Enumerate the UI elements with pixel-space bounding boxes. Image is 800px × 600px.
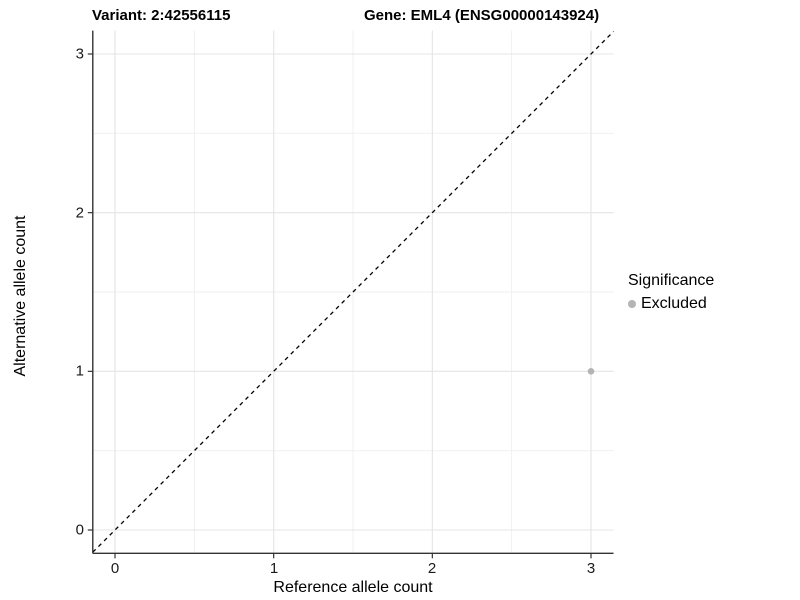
y-tick-label: 2 bbox=[75, 204, 84, 222]
data-point bbox=[587, 368, 595, 375]
legend-item-excluded: Excluded bbox=[628, 294, 714, 313]
y-tick-label: 3 bbox=[75, 45, 84, 63]
y-axis-title: Alternative allele count bbox=[12, 215, 29, 377]
legend: Significance Excluded bbox=[628, 271, 714, 313]
identity-line bbox=[92, 31, 614, 553]
x-tick-label: 3 bbox=[586, 560, 596, 577]
legend-title: Significance bbox=[628, 272, 715, 289]
excluded-dot-icon bbox=[628, 299, 636, 308]
x-axis-title: Reference allele count bbox=[273, 579, 433, 596]
x-tick-label: 2 bbox=[427, 560, 437, 577]
gene-title: Gene: EML4 (ENSG00000143924) bbox=[364, 7, 600, 24]
y-tick-label: 1 bbox=[75, 362, 84, 380]
x-tick-label: 1 bbox=[269, 560, 279, 577]
y-tick-label: 0 bbox=[75, 521, 84, 539]
variant-title: Variant: 2:42556115 bbox=[92, 7, 231, 24]
x-tick-label: 0 bbox=[110, 560, 120, 577]
legend-item-label: Excluded bbox=[641, 295, 707, 313]
